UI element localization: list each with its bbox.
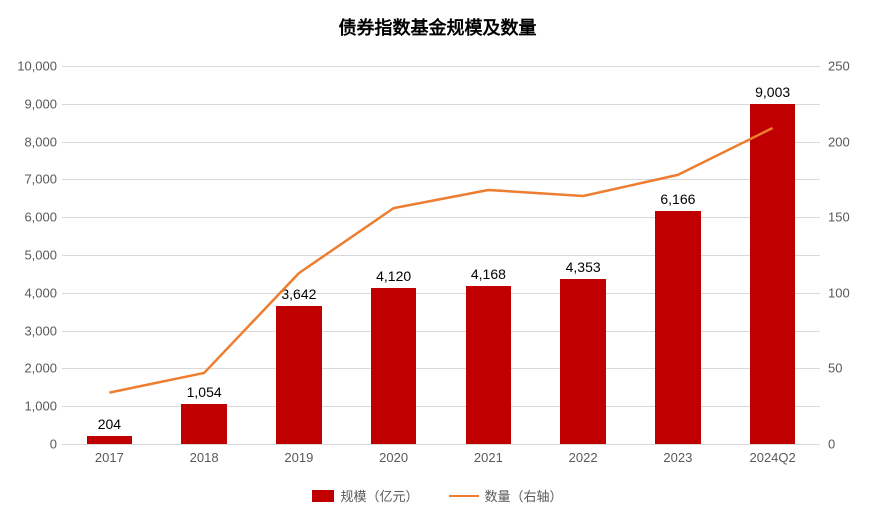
line-series — [62, 66, 820, 444]
y-tick-right: 250 — [828, 59, 868, 74]
x-tick: 2023 — [663, 450, 692, 465]
y-tick-left: 0 — [7, 437, 57, 452]
y-tick-left: 2,000 — [7, 361, 57, 376]
x-tick: 2017 — [95, 450, 124, 465]
x-tick: 2022 — [569, 450, 598, 465]
legend-label-bars: 规模（亿元） — [340, 486, 418, 505]
chart-container: 债券指数基金规模及数量 01,0002,0003,0004,0005,0006,… — [0, 0, 875, 512]
legend-item-bars: 规模（亿元） — [312, 486, 418, 505]
y-tick-right: 200 — [828, 134, 868, 149]
x-tick: 2018 — [190, 450, 219, 465]
legend-swatch-bar-icon — [312, 490, 334, 502]
y-tick-left: 6,000 — [7, 210, 57, 225]
x-tick: 2020 — [379, 450, 408, 465]
y-tick-right: 50 — [828, 361, 868, 376]
plot-area: 01,0002,0003,0004,0005,0006,0007,0008,00… — [62, 66, 820, 444]
x-tick: 2021 — [474, 450, 503, 465]
gridline — [62, 444, 820, 445]
legend-label-line: 数量（右轴） — [485, 486, 563, 505]
legend-swatch-line-icon — [449, 495, 479, 497]
y-tick-right: 100 — [828, 285, 868, 300]
legend: 规模（亿元） 数量（右轴） — [0, 486, 875, 505]
y-tick-left: 10,000 — [7, 59, 57, 74]
y-tick-right: 0 — [828, 437, 868, 452]
y-tick-left: 7,000 — [7, 172, 57, 187]
x-tick: 2024Q2 — [749, 450, 795, 465]
y-tick-left: 3,000 — [7, 323, 57, 338]
y-tick-right: 150 — [828, 210, 868, 225]
chart-title: 债券指数基金规模及数量 — [0, 14, 875, 40]
x-tick: 2019 — [284, 450, 313, 465]
y-tick-left: 8,000 — [7, 134, 57, 149]
y-tick-left: 4,000 — [7, 285, 57, 300]
y-tick-left: 5,000 — [7, 248, 57, 263]
y-tick-left: 9,000 — [7, 96, 57, 111]
legend-item-line: 数量（右轴） — [449, 486, 563, 505]
y-tick-left: 1,000 — [7, 399, 57, 414]
